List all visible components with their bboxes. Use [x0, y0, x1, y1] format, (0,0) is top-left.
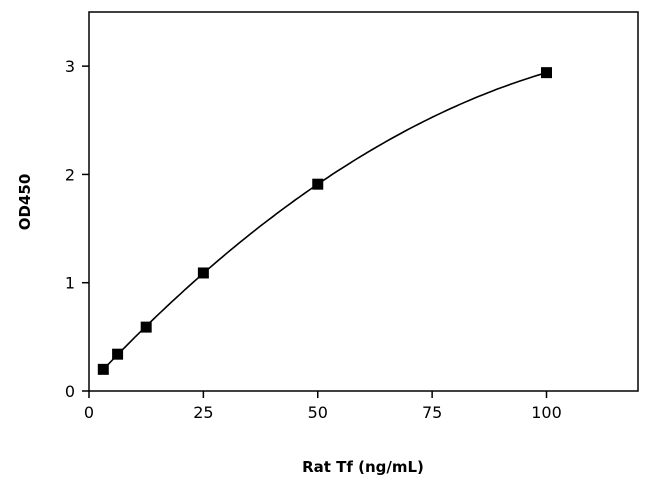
y-tick-label: 2	[65, 165, 75, 184]
y-tick-label: 1	[65, 274, 75, 293]
data-point	[541, 67, 552, 79]
data-point	[140, 321, 152, 333]
x-tick-label: 0	[84, 403, 94, 422]
data-point	[197, 267, 209, 279]
data-point	[112, 348, 124, 360]
y-tick-label: 0	[65, 382, 75, 401]
x-tick-label: 100	[531, 403, 562, 422]
x-axis-label: Rat Tf (ng/mL)	[302, 458, 424, 476]
y-tick-label: 3	[65, 57, 75, 76]
y-axis-label: OD450	[16, 174, 34, 231]
x-tick-label: 25	[193, 403, 213, 422]
x-tick-label: 50	[308, 403, 328, 422]
data-point	[312, 178, 324, 190]
x-tick-label: 75	[422, 403, 442, 422]
plot-frame	[88, 11, 639, 392]
fit-curve	[102, 73, 543, 370]
data-point	[97, 363, 109, 375]
